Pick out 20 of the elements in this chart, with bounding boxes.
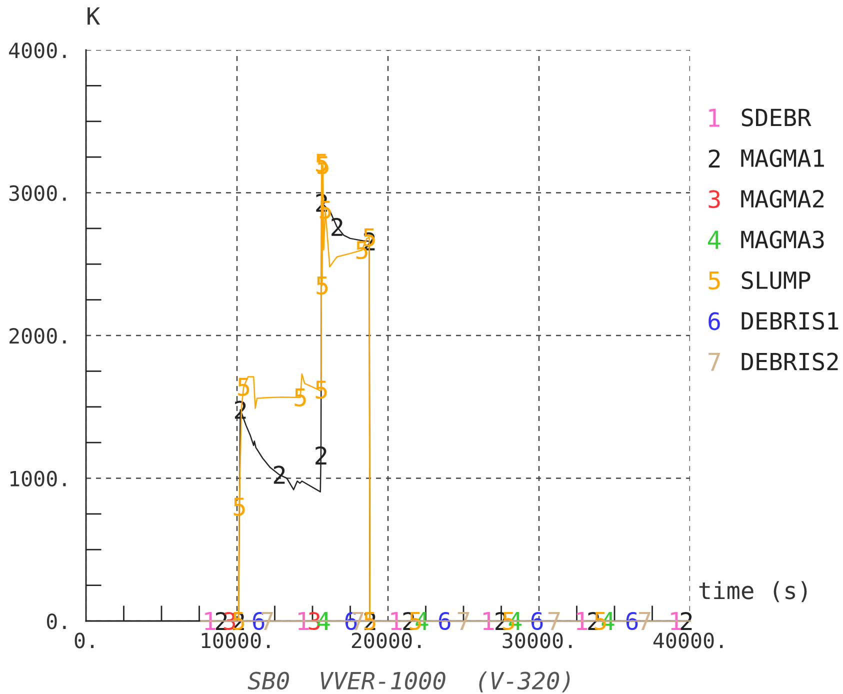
- y-tick-label: 4000.: [9, 42, 66, 58]
- y-axis-title: K: [88, 7, 100, 25]
- y-tick-label: 0.: [46, 614, 66, 630]
- x-tick-label: 30000.: [502, 632, 572, 648]
- x-axis-title: time (s): [699, 581, 807, 602]
- legend-label: SDEBR: [742, 108, 812, 126]
- legend-label: MAGMA2: [741, 190, 824, 208]
- y-tick-label: 3000.: [9, 185, 66, 202]
- legend-label: MAGMA3: [741, 230, 824, 248]
- legend-label: SLUMP: [742, 271, 810, 290]
- y-tick-label: 2000.: [10, 328, 66, 344]
- x-tick-label: 0.: [74, 632, 94, 648]
- legend-label: DEBRIS1: [742, 312, 838, 330]
- x-tick-label: 40000.: [653, 632, 723, 648]
- legend-label: DEBRIS2: [742, 352, 838, 370]
- x-tick-label: 20000.: [352, 632, 421, 648]
- y-tick-label: 1000.: [10, 470, 66, 487]
- x-tick-label: 10000.: [202, 632, 270, 648]
- text: SB0 VVER-1000 (V-320): [248, 671, 570, 692]
- legend-label: MAGMA1: [741, 149, 824, 168]
